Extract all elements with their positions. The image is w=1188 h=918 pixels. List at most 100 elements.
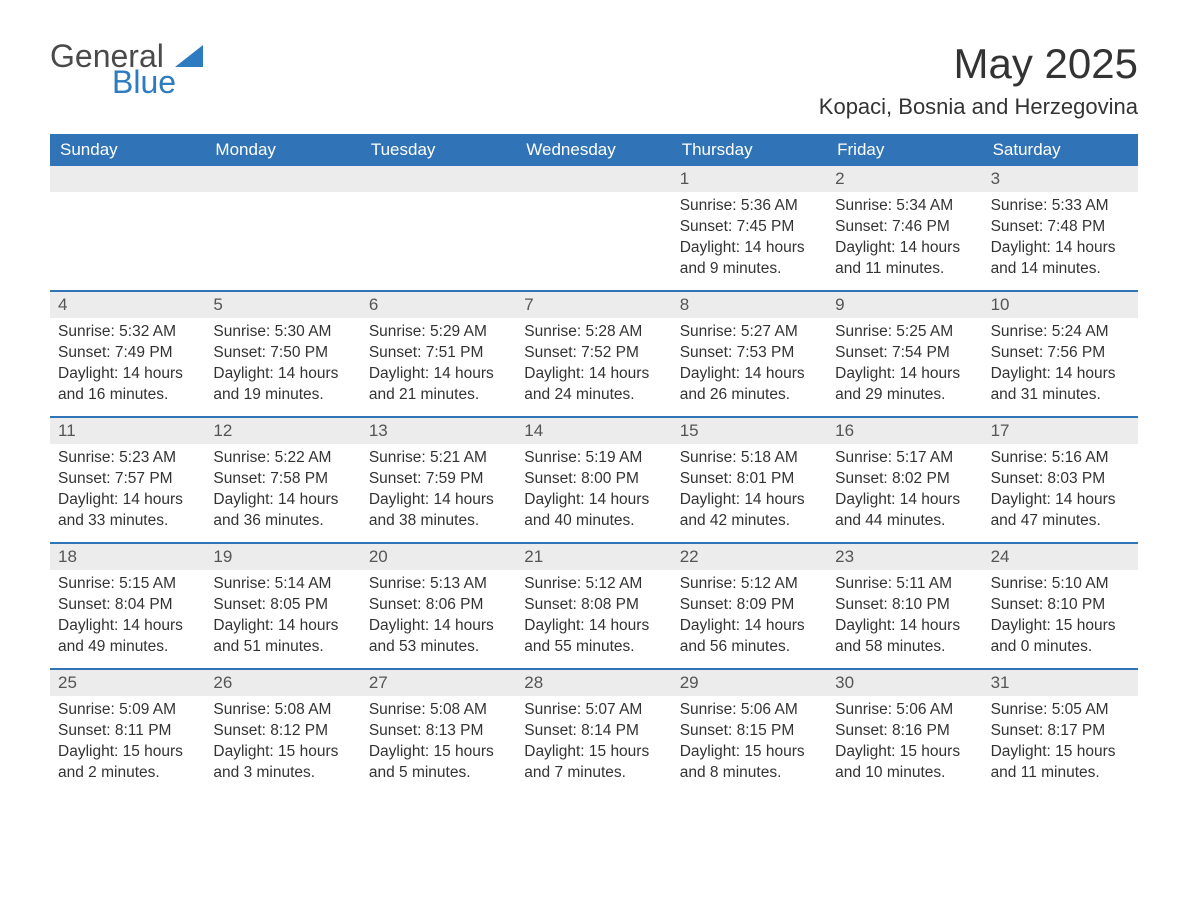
sunset-text: Sunset: 7:45 PM [680,217,819,238]
sunrise-text: Sunrise: 5:23 AM [58,448,197,469]
day-info: Sunrise: 5:08 AMSunset: 8:13 PMDaylight:… [361,696,516,792]
day-cell: 5Sunrise: 5:30 AMSunset: 7:50 PMDaylight… [205,292,360,416]
day-cell: 22Sunrise: 5:12 AMSunset: 8:09 PMDayligh… [672,544,827,668]
sunrise-text: Sunrise: 5:08 AM [213,700,352,721]
sunrise-text: Sunrise: 5:25 AM [835,322,974,343]
daylight-text: Daylight: 14 hours and 31 minutes. [991,364,1130,406]
day-cell: 26Sunrise: 5:08 AMSunset: 8:12 PMDayligh… [205,670,360,794]
day-cell: 14Sunrise: 5:19 AMSunset: 8:00 PMDayligh… [516,418,671,542]
sunset-text: Sunset: 8:09 PM [680,595,819,616]
sunrise-text: Sunrise: 5:12 AM [524,574,663,595]
day-cell [205,166,360,290]
daylight-text: Daylight: 14 hours and 58 minutes. [835,616,974,658]
day-number: 17 [983,418,1138,444]
daylight-text: Daylight: 14 hours and 11 minutes. [835,238,974,280]
dow-thursday: Thursday [672,134,827,166]
day-info: Sunrise: 5:27 AMSunset: 7:53 PMDaylight:… [672,318,827,414]
week-row: 25Sunrise: 5:09 AMSunset: 8:11 PMDayligh… [50,668,1138,794]
daylight-text: Daylight: 14 hours and 47 minutes. [991,490,1130,532]
sunset-text: Sunset: 8:15 PM [680,721,819,742]
day-number [361,166,516,192]
daylight-text: Daylight: 14 hours and 44 minutes. [835,490,974,532]
triangle-icon [175,40,203,72]
day-cell: 29Sunrise: 5:06 AMSunset: 8:15 PMDayligh… [672,670,827,794]
month-title: May 2025 [819,40,1138,88]
daylight-text: Daylight: 14 hours and 21 minutes. [369,364,508,406]
daylight-text: Daylight: 15 hours and 7 minutes. [524,742,663,784]
day-info: Sunrise: 5:14 AMSunset: 8:05 PMDaylight:… [205,570,360,666]
day-number: 20 [361,544,516,570]
day-cell [361,166,516,290]
sunrise-text: Sunrise: 5:08 AM [369,700,508,721]
day-cell: 18Sunrise: 5:15 AMSunset: 8:04 PMDayligh… [50,544,205,668]
day-info: Sunrise: 5:11 AMSunset: 8:10 PMDaylight:… [827,570,982,666]
sunrise-text: Sunrise: 5:17 AM [835,448,974,469]
day-info: Sunrise: 5:29 AMSunset: 7:51 PMDaylight:… [361,318,516,414]
sunrise-text: Sunrise: 5:21 AM [369,448,508,469]
sunrise-text: Sunrise: 5:28 AM [524,322,663,343]
daylight-text: Daylight: 14 hours and 42 minutes. [680,490,819,532]
week-row: 18Sunrise: 5:15 AMSunset: 8:04 PMDayligh… [50,542,1138,668]
day-number [205,166,360,192]
day-number: 21 [516,544,671,570]
dow-monday: Monday [205,134,360,166]
day-cell [50,166,205,290]
day-info: Sunrise: 5:19 AMSunset: 8:00 PMDaylight:… [516,444,671,540]
location: Kopaci, Bosnia and Herzegovina [819,94,1138,120]
day-info: Sunrise: 5:36 AMSunset: 7:45 PMDaylight:… [672,192,827,288]
sunset-text: Sunset: 7:50 PM [213,343,352,364]
day-info: Sunrise: 5:12 AMSunset: 8:09 PMDaylight:… [672,570,827,666]
sunset-text: Sunset: 7:48 PM [991,217,1130,238]
dow-sunday: Sunday [50,134,205,166]
day-info: Sunrise: 5:07 AMSunset: 8:14 PMDaylight:… [516,696,671,792]
sunrise-text: Sunrise: 5:33 AM [991,196,1130,217]
sunrise-text: Sunrise: 5:19 AM [524,448,663,469]
day-number: 26 [205,670,360,696]
sunrise-text: Sunrise: 5:12 AM [680,574,819,595]
day-cell: 4Sunrise: 5:32 AMSunset: 7:49 PMDaylight… [50,292,205,416]
daylight-text: Daylight: 14 hours and 14 minutes. [991,238,1130,280]
sunset-text: Sunset: 7:46 PM [835,217,974,238]
sunrise-text: Sunrise: 5:32 AM [58,322,197,343]
sunrise-text: Sunrise: 5:06 AM [680,700,819,721]
day-number: 12 [205,418,360,444]
day-cell: 30Sunrise: 5:06 AMSunset: 8:16 PMDayligh… [827,670,982,794]
page-header: General Blue May 2025 Kopaci, Bosnia and… [50,40,1138,130]
day-number: 6 [361,292,516,318]
sunrise-text: Sunrise: 5:29 AM [369,322,508,343]
weeks-container: 1Sunrise: 5:36 AMSunset: 7:45 PMDaylight… [50,166,1138,794]
daylight-text: Daylight: 15 hours and 2 minutes. [58,742,197,784]
daylight-text: Daylight: 14 hours and 26 minutes. [680,364,819,406]
day-info: Sunrise: 5:15 AMSunset: 8:04 PMDaylight:… [50,570,205,666]
daylight-text: Daylight: 14 hours and 9 minutes. [680,238,819,280]
calendar-page: General Blue May 2025 Kopaci, Bosnia and… [0,0,1188,918]
dow-saturday: Saturday [983,134,1138,166]
sunrise-text: Sunrise: 5:15 AM [58,574,197,595]
day-info: Sunrise: 5:17 AMSunset: 8:02 PMDaylight:… [827,444,982,540]
day-cell: 24Sunrise: 5:10 AMSunset: 8:10 PMDayligh… [983,544,1138,668]
daylight-text: Daylight: 15 hours and 10 minutes. [835,742,974,784]
day-number: 16 [827,418,982,444]
daylight-text: Daylight: 14 hours and 36 minutes. [213,490,352,532]
day-cell: 6Sunrise: 5:29 AMSunset: 7:51 PMDaylight… [361,292,516,416]
sunset-text: Sunset: 8:17 PM [991,721,1130,742]
sunset-text: Sunset: 8:13 PM [369,721,508,742]
day-cell: 25Sunrise: 5:09 AMSunset: 8:11 PMDayligh… [50,670,205,794]
sunset-text: Sunset: 8:02 PM [835,469,974,490]
sunset-text: Sunset: 8:03 PM [991,469,1130,490]
day-number: 19 [205,544,360,570]
sunset-text: Sunset: 8:08 PM [524,595,663,616]
sunset-text: Sunset: 8:10 PM [835,595,974,616]
day-cell [516,166,671,290]
day-cell: 11Sunrise: 5:23 AMSunset: 7:57 PMDayligh… [50,418,205,542]
daylight-text: Daylight: 14 hours and 40 minutes. [524,490,663,532]
day-number: 4 [50,292,205,318]
daylight-text: Daylight: 15 hours and 3 minutes. [213,742,352,784]
day-number: 28 [516,670,671,696]
title-block: May 2025 Kopaci, Bosnia and Herzegovina [819,40,1138,130]
sunset-text: Sunset: 8:06 PM [369,595,508,616]
sunrise-text: Sunrise: 5:13 AM [369,574,508,595]
week-row: 1Sunrise: 5:36 AMSunset: 7:45 PMDaylight… [50,166,1138,290]
day-number: 8 [672,292,827,318]
daylight-text: Daylight: 14 hours and 19 minutes. [213,364,352,406]
